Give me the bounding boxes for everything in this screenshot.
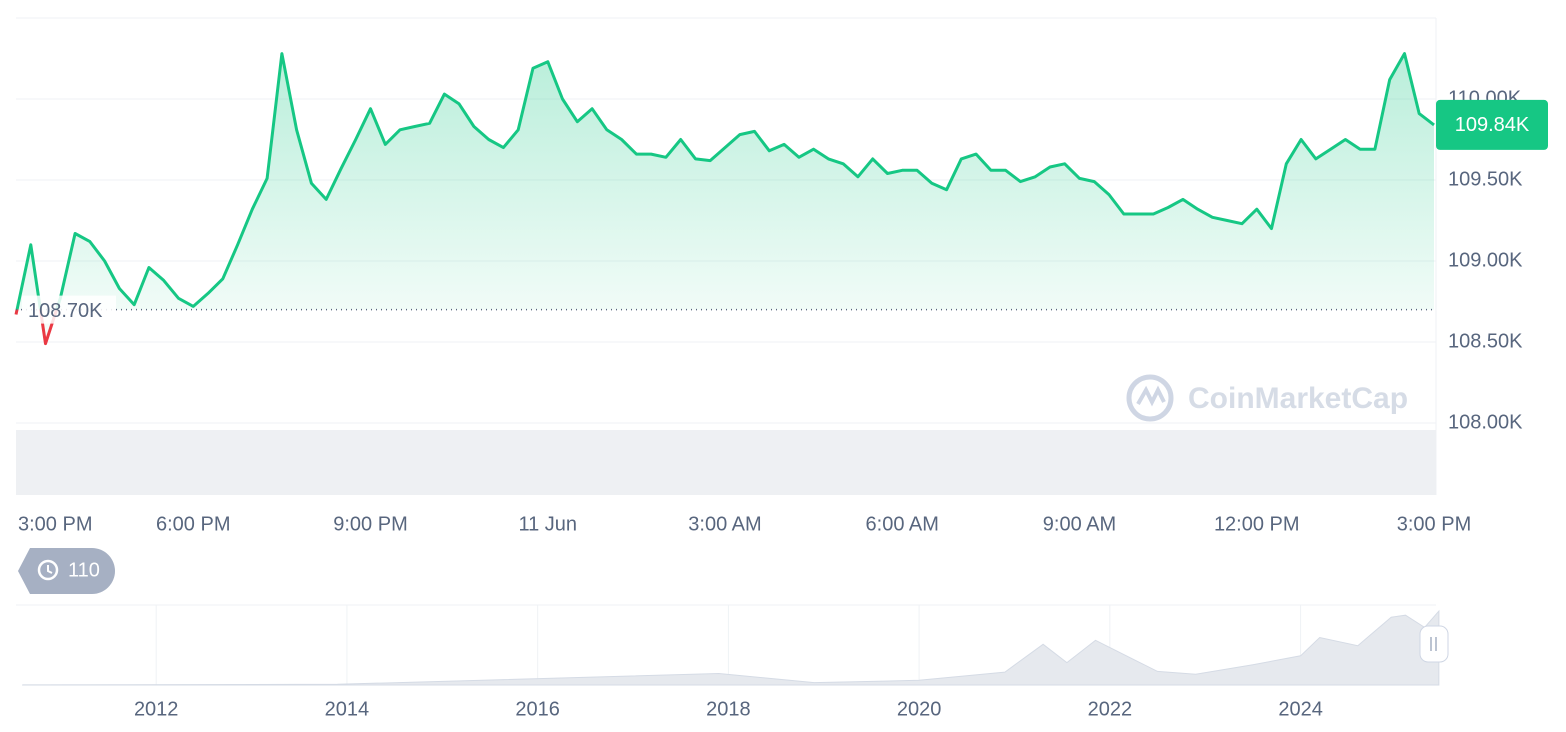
baseline-label-bg: [22, 295, 116, 324]
volume-band: [16, 430, 1436, 495]
x-tick-label: 9:00 PM: [333, 513, 407, 535]
y-tick-label: 109.00K: [1448, 249, 1523, 271]
history-badge[interactable]: 110: [18, 548, 115, 594]
x-tick-label: 2024: [1278, 698, 1323, 720]
navigator-handle[interactable]: [1419, 625, 1449, 663]
x-tick-label: 2012: [134, 698, 179, 720]
y-tick-label: 108.00K: [1448, 411, 1523, 433]
last-price-badge: [1436, 99, 1548, 150]
x-tick-label: 2016: [515, 698, 560, 720]
x-tick-label: 3:00 PM: [1397, 513, 1471, 535]
y-tick-label: 108.50K: [1448, 330, 1523, 352]
x-tick-label: 3:00 PM: [18, 513, 92, 535]
x-tick-label: 6:00 AM: [866, 513, 939, 535]
x-tick-label: 12:00 PM: [1214, 513, 1300, 535]
x-tick-label: 2018: [706, 698, 751, 720]
watermark: CoinMarketCap: [1188, 382, 1408, 415]
price-line: [14, 52, 1435, 346]
x-tick-label: 9:00 AM: [1043, 513, 1116, 535]
x-tick-label: 2014: [325, 698, 370, 720]
last-price-label: 109.84K: [1455, 114, 1530, 136]
x-tick-label: 11 Jun: [518, 513, 577, 535]
x-tick-label: 2020: [897, 698, 942, 720]
x-tick-label: 6:00 PM: [156, 513, 230, 535]
baseline-label: 108.70K: [28, 300, 103, 322]
history-area: [22, 609, 1440, 686]
watermark-logo: [1126, 374, 1174, 422]
history-count[interactable]: 110: [68, 559, 100, 581]
price-area: [16, 53, 1434, 344]
x-tick-label: 3:00 AM: [688, 513, 761, 535]
x-tick-label: 2022: [1088, 698, 1133, 720]
y-tick-label: 109.50K: [1448, 168, 1523, 190]
